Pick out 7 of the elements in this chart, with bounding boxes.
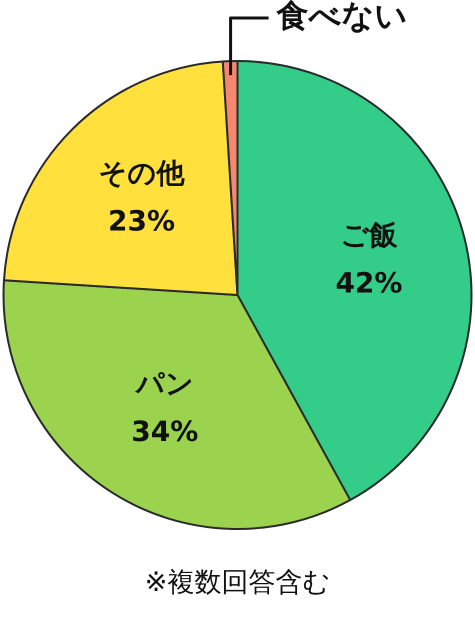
data-label: 23%	[108, 204, 176, 238]
slice-label: ご飯	[340, 218, 398, 252]
data-label: 42%	[335, 266, 402, 300]
slice-label: その他	[98, 156, 186, 190]
data-label: 34%	[131, 414, 198, 448]
slice-label: パン	[134, 366, 194, 400]
text: ※複数回答含む	[144, 566, 332, 600]
